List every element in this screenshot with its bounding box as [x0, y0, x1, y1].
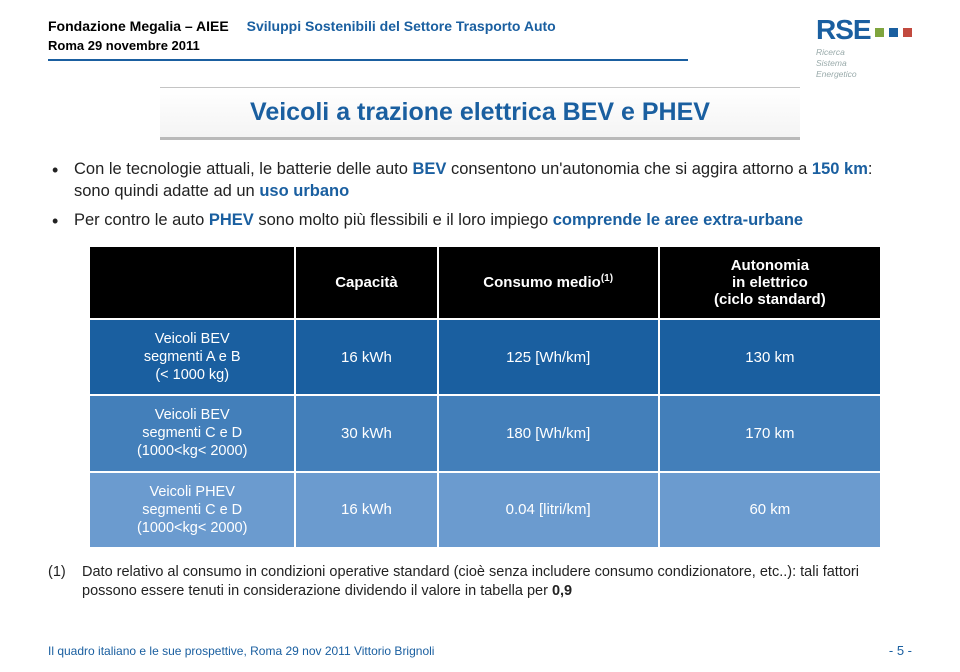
logo-square-1: [875, 28, 884, 37]
row-label: Veicoli PHEV segmenti C e D (1000<kg< 20…: [90, 472, 295, 547]
logo-square-2: [889, 28, 898, 37]
bullet-2-text: Per contro le auto PHEV sono molto più f…: [74, 209, 908, 233]
table-header-blank: [90, 247, 295, 319]
table-header-consumption: Consumo medio(1): [438, 247, 659, 319]
cell-capacity: 16 kWh: [295, 319, 437, 395]
logo-acronym: RSE: [816, 14, 871, 45]
cell-consumption: 180 [Wh/km]: [438, 395, 659, 471]
cell-consumption: 125 [Wh/km]: [438, 319, 659, 395]
table-row: Veicoli BEV segmenti C e D (1000<kg< 200…: [90, 395, 880, 471]
vehicle-table: Capacità Consumo medio(1) Autonomia in e…: [90, 247, 880, 547]
bullet-1-text: Con le tecnologie attuali, le batterie d…: [74, 158, 908, 203]
header-date: Roma 29 novembre 2011: [48, 38, 912, 53]
cell-capacity: 16 kWh: [295, 472, 437, 547]
row-label: Veicoli BEV segmenti C e D (1000<kg< 200…: [90, 395, 295, 471]
logo-sub3: Energetico: [816, 70, 926, 79]
table-header-row: Capacità Consumo medio(1) Autonomia in e…: [90, 247, 880, 319]
bullet-list: • Con le tecnologie attuali, le batterie…: [52, 158, 908, 233]
cell-autonomy: 60 km: [659, 472, 880, 547]
row-label: Veicoli BEV segmenti A e B (< 1000 kg): [90, 319, 295, 395]
footnote-text: Dato relativo al consumo in condizioni o…: [82, 563, 912, 601]
footer-text: Il quadro italiano e le sue prospettive,…: [48, 644, 434, 658]
bullet-item: • Con le tecnologie attuali, le batterie…: [52, 158, 908, 203]
cell-capacity: 30 kWh: [295, 395, 437, 471]
cell-consumption: 0.04 [litri/km]: [438, 472, 659, 547]
cell-autonomy: 170 km: [659, 395, 880, 471]
logo-sub2: Sistema: [816, 59, 926, 68]
bullet-item: • Per contro le auto PHEV sono molto più…: [52, 209, 908, 233]
table-row: Veicoli BEV segmenti A e B (< 1000 kg) 1…: [90, 319, 880, 395]
header-right: Sviluppi Sostenibili del Settore Traspor…: [247, 18, 556, 34]
cell-autonomy: 130 km: [659, 319, 880, 395]
page-number: - 5 -: [889, 643, 912, 658]
slide-title: Veicoli a trazione elettrica BEV e PHEV: [160, 87, 800, 140]
slide-header: Fondazione Megalia – AIEE Sviluppi Soste…: [48, 18, 912, 34]
logo-sub1: Ricerca: [816, 48, 926, 57]
table-header-capacity: Capacità: [295, 247, 437, 319]
header-left: Fondazione Megalia – AIEE: [48, 18, 229, 34]
table-row: Veicoli PHEV segmenti C e D (1000<kg< 20…: [90, 472, 880, 547]
footnote-label: (1): [48, 563, 82, 601]
table-header-autonomy: Autonomia in elettrico (ciclo standard): [659, 247, 880, 319]
footnote: (1) Dato relativo al consumo in condizio…: [48, 563, 912, 601]
logo-square-3: [903, 28, 912, 37]
rse-logo: RSE Ricerca Sistema Energetico: [816, 14, 926, 79]
header-rule: [48, 59, 688, 61]
